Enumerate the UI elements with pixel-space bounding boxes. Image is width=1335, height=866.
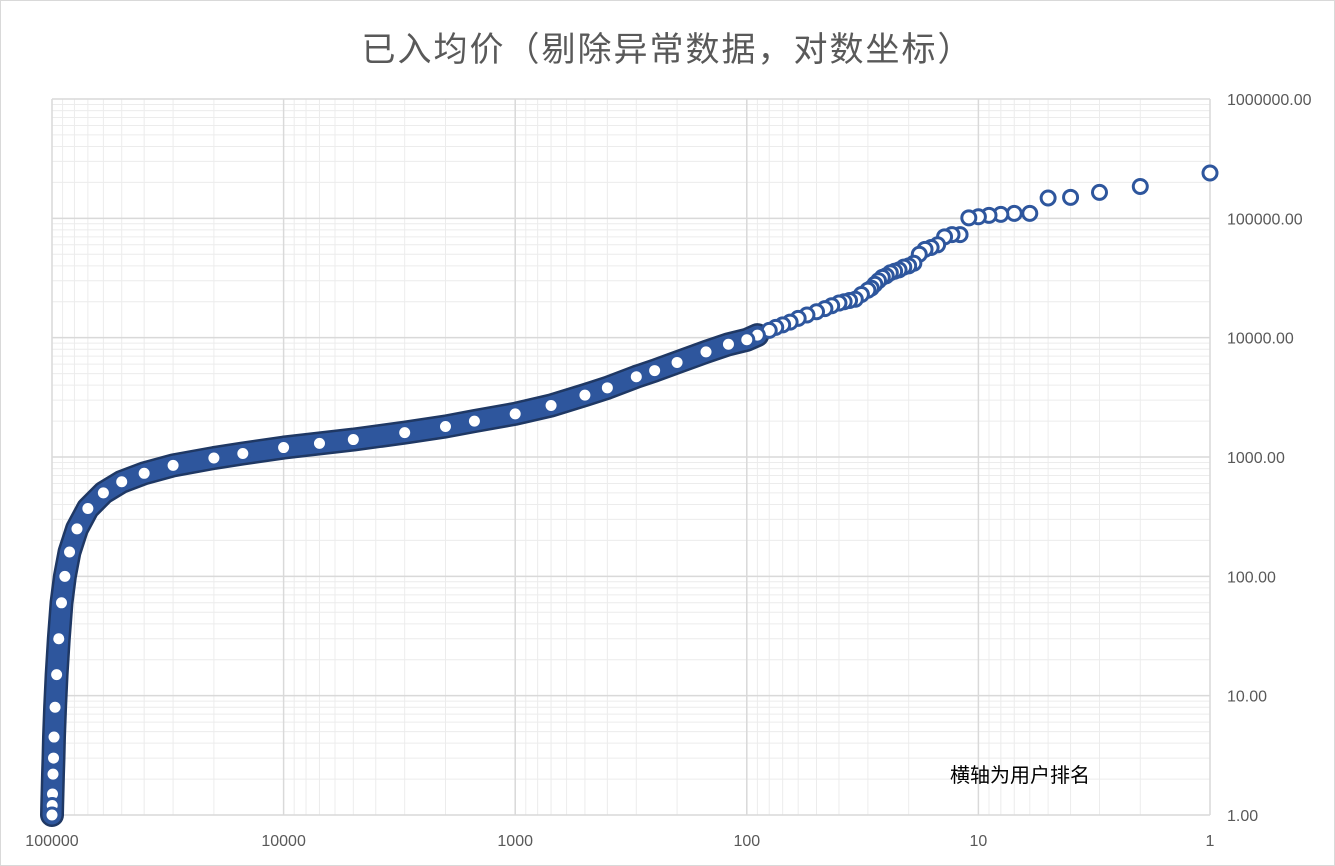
y-tick-label: 100000.00 bbox=[1227, 211, 1303, 228]
x-tick-label: 10 bbox=[970, 833, 988, 850]
data-point bbox=[668, 353, 686, 371]
data-point bbox=[1090, 183, 1108, 201]
data-point bbox=[1131, 177, 1149, 195]
data-point bbox=[1021, 204, 1039, 222]
data-point bbox=[275, 439, 293, 457]
data-point bbox=[310, 434, 328, 452]
data-point bbox=[48, 666, 66, 684]
data-point bbox=[627, 368, 645, 386]
data-point bbox=[205, 449, 223, 467]
y-tick-label: 10000.00 bbox=[1227, 331, 1294, 348]
data-point bbox=[738, 331, 756, 349]
x-tick-label: 10000 bbox=[261, 833, 306, 850]
data-point bbox=[164, 456, 182, 474]
chart-title: 已入均价（剔除异常数据，对数坐标） bbox=[361, 30, 974, 70]
y-axis-tick-labels: 1.00 10.00 100.00 1000.00 10000.00 100000.00 1… bbox=[1227, 92, 1312, 825]
axis-note: 横轴为用户排名 bbox=[950, 763, 1090, 787]
data-point bbox=[436, 418, 454, 436]
x-axis-tick-labels: 100000 10000 1000 100 10 1 bbox=[25, 833, 1214, 850]
data-point bbox=[94, 484, 112, 502]
data-point bbox=[135, 464, 153, 482]
y-tick-label: 1000.00 bbox=[1227, 450, 1285, 467]
data-point bbox=[46, 698, 64, 716]
data-point bbox=[44, 765, 62, 783]
data-point bbox=[396, 424, 414, 442]
x-tick-label: 1 bbox=[1206, 833, 1215, 850]
data-point bbox=[598, 379, 616, 397]
data-point bbox=[43, 806, 61, 824]
data-point bbox=[1062, 188, 1080, 206]
data-point bbox=[1201, 164, 1219, 182]
data-point bbox=[45, 728, 63, 746]
data-point bbox=[646, 362, 664, 380]
data-point bbox=[719, 335, 737, 353]
x-tick-label: 1000 bbox=[497, 833, 533, 850]
data-point bbox=[61, 543, 79, 561]
data-point bbox=[68, 520, 86, 538]
y-tick-label: 10.00 bbox=[1227, 689, 1267, 706]
data-point bbox=[50, 630, 68, 648]
x-tick-label: 100 bbox=[733, 833, 760, 850]
data-point bbox=[79, 500, 97, 518]
data-point bbox=[52, 594, 70, 612]
data-point bbox=[697, 343, 715, 361]
data-point bbox=[960, 209, 978, 227]
x-tick-label: 100000 bbox=[25, 833, 78, 850]
data-point bbox=[56, 567, 74, 585]
data-point bbox=[344, 431, 362, 449]
data-point bbox=[234, 444, 252, 462]
data-point bbox=[1039, 189, 1057, 207]
data-point bbox=[576, 386, 594, 404]
y-tick-label: 1.00 bbox=[1227, 808, 1258, 825]
y-tick-label: 1000000.00 bbox=[1227, 92, 1312, 109]
data-point bbox=[45, 749, 63, 767]
data-point bbox=[506, 405, 524, 423]
data-point bbox=[542, 397, 560, 415]
y-tick-label: 100.00 bbox=[1227, 569, 1276, 586]
data-series bbox=[40, 164, 1219, 827]
data-point bbox=[465, 412, 483, 430]
data-point bbox=[113, 473, 131, 491]
data-point bbox=[1005, 204, 1023, 222]
